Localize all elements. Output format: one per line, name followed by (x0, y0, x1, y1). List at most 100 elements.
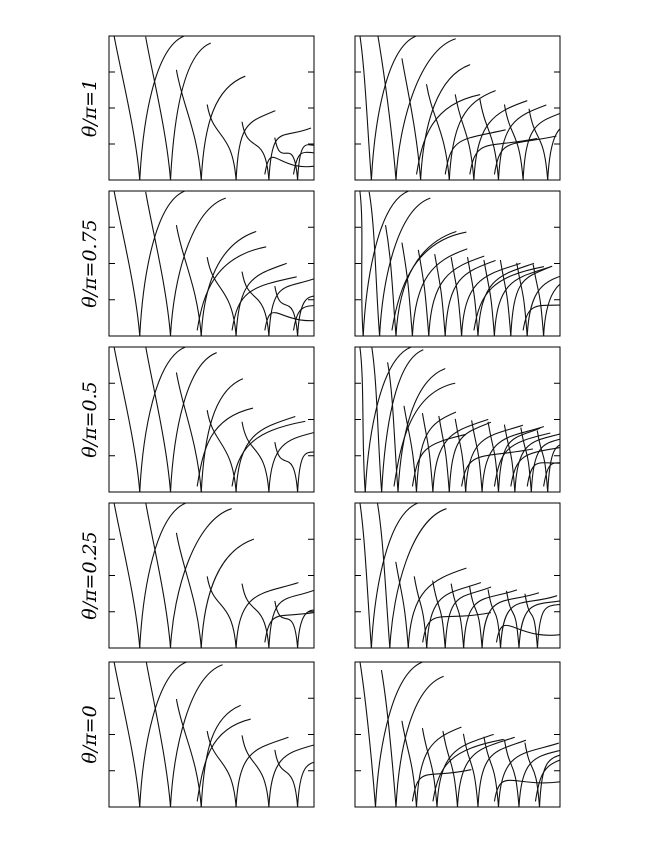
curve-branch (235, 582, 299, 648)
row-label: θ/π=0 (79, 705, 101, 763)
curve-branch (500, 595, 558, 648)
curve-branch (395, 561, 409, 648)
curve-branch (477, 262, 535, 336)
curve-branch (359, 191, 364, 336)
curve-branch (175, 698, 202, 807)
panel-frame (108, 661, 315, 808)
curve-branch (411, 769, 472, 802)
curve-branch (395, 38, 456, 180)
curve-branch (538, 754, 560, 807)
curve-branch (438, 415, 450, 492)
curve-branch (506, 590, 520, 648)
curve-branch (524, 593, 538, 648)
curve-branch (543, 283, 560, 336)
curve-branch (497, 427, 541, 492)
curve-branch (510, 265, 553, 336)
curve-branch (241, 421, 270, 492)
curve-branch (417, 249, 430, 336)
curve-branch (510, 447, 560, 487)
curve-branch (411, 248, 468, 336)
curve-branch (241, 271, 270, 336)
curve-branch (481, 592, 540, 648)
curve-branch (268, 589, 314, 648)
chart-panel (108, 190, 315, 337)
curve-branch (481, 426, 544, 492)
curve-branch (368, 191, 381, 336)
row-label: θ/π=0.5 (79, 381, 101, 457)
curve-branch (473, 266, 545, 331)
curve-branch (293, 151, 314, 175)
curve-branch (493, 779, 560, 802)
chart-panel (108, 35, 315, 181)
curve-branch (407, 567, 467, 648)
curve-branch (206, 104, 237, 180)
curve-branch (543, 462, 560, 487)
curve-branch (268, 127, 312, 180)
chart-panel (108, 346, 315, 493)
curve-branch (169, 42, 211, 180)
curve-branch (206, 576, 237, 648)
curve-branch (389, 508, 447, 648)
curve-branch (462, 733, 479, 807)
curve-branch (393, 382, 456, 487)
curve-branch (297, 609, 314, 648)
curve-branch (467, 256, 479, 336)
curve-branch (420, 64, 471, 180)
curve-branch (422, 612, 492, 643)
curve-branch (456, 736, 515, 807)
curve-branch (547, 127, 560, 180)
curve-branch (206, 730, 237, 807)
curve-branch (297, 144, 314, 180)
curve-branch (377, 36, 397, 180)
curve-branch (264, 156, 314, 175)
curve-branch (432, 580, 446, 648)
curve-branch (206, 410, 237, 492)
curve-branch (235, 416, 296, 492)
curve-branch (231, 276, 297, 331)
curve-branch (426, 84, 450, 180)
curve-branch (522, 304, 560, 331)
curve-branch (514, 433, 560, 492)
curve-branch (395, 675, 444, 807)
curve-branch (434, 254, 446, 336)
curve-branch (450, 256, 463, 336)
curve-branch (518, 600, 560, 648)
curve-branch (139, 347, 187, 492)
curve-branch (200, 704, 241, 807)
curve-branch (293, 305, 314, 331)
chart-panel (108, 661, 315, 808)
curve-branch (139, 662, 188, 807)
curve-branch (547, 444, 560, 492)
curve-branch (432, 418, 489, 492)
curve-branch (518, 749, 560, 807)
curve-branch (536, 603, 560, 648)
curve-branch (520, 427, 532, 492)
curve-branch (426, 582, 482, 648)
curve-branch (274, 441, 299, 492)
curve-branch (175, 225, 202, 336)
curve-branch (241, 735, 270, 807)
curve-branch (175, 532, 202, 648)
curve-branch (428, 255, 485, 336)
curve-branch (364, 347, 412, 492)
curve-branch (401, 58, 422, 180)
curve-branch (493, 135, 557, 175)
curve-branch (196, 407, 254, 487)
curve-branch (536, 430, 549, 492)
curve-branch (534, 759, 560, 802)
curve-branch (450, 583, 465, 648)
curve-branch (401, 720, 418, 807)
curve-branch (139, 503, 187, 648)
curve-branch (206, 256, 237, 336)
curve-branch (139, 36, 185, 180)
row-label: θ/π=0.75 (79, 219, 101, 308)
curve-branch (200, 378, 244, 492)
curve-branch (483, 736, 500, 807)
curve-branch (499, 259, 512, 336)
curve-branch (444, 129, 506, 175)
curve-branch (196, 718, 251, 802)
row-label: θ/π=0.25 (79, 531, 101, 620)
curve-branch (416, 94, 481, 175)
curve-branch (503, 424, 516, 492)
curve-branch (362, 191, 410, 336)
